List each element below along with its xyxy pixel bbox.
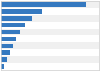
Bar — [1, 29, 99, 36]
Bar — [1, 37, 16, 41]
Bar — [1, 49, 99, 56]
Bar — [1, 22, 99, 29]
Bar — [1, 50, 10, 55]
Bar — [1, 36, 99, 42]
Bar — [1, 9, 42, 14]
Bar — [1, 64, 4, 69]
Bar — [1, 30, 20, 34]
Bar — [1, 16, 32, 21]
Bar — [1, 57, 7, 62]
Bar — [1, 44, 13, 48]
Bar — [1, 15, 99, 22]
Bar — [1, 23, 24, 27]
Bar — [1, 63, 99, 70]
Bar — [1, 1, 99, 8]
Bar — [1, 56, 99, 63]
Bar — [1, 42, 99, 49]
Bar — [1, 2, 86, 7]
Bar — [1, 8, 99, 15]
